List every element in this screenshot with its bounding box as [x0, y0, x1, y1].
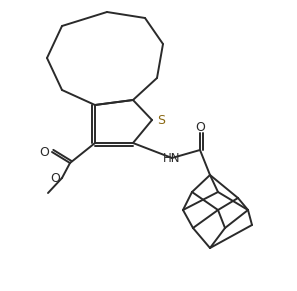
Text: O: O [39, 146, 49, 159]
Text: O: O [50, 171, 60, 184]
Text: O: O [195, 121, 205, 134]
Text: HN: HN [163, 152, 181, 164]
Text: S: S [157, 113, 165, 127]
